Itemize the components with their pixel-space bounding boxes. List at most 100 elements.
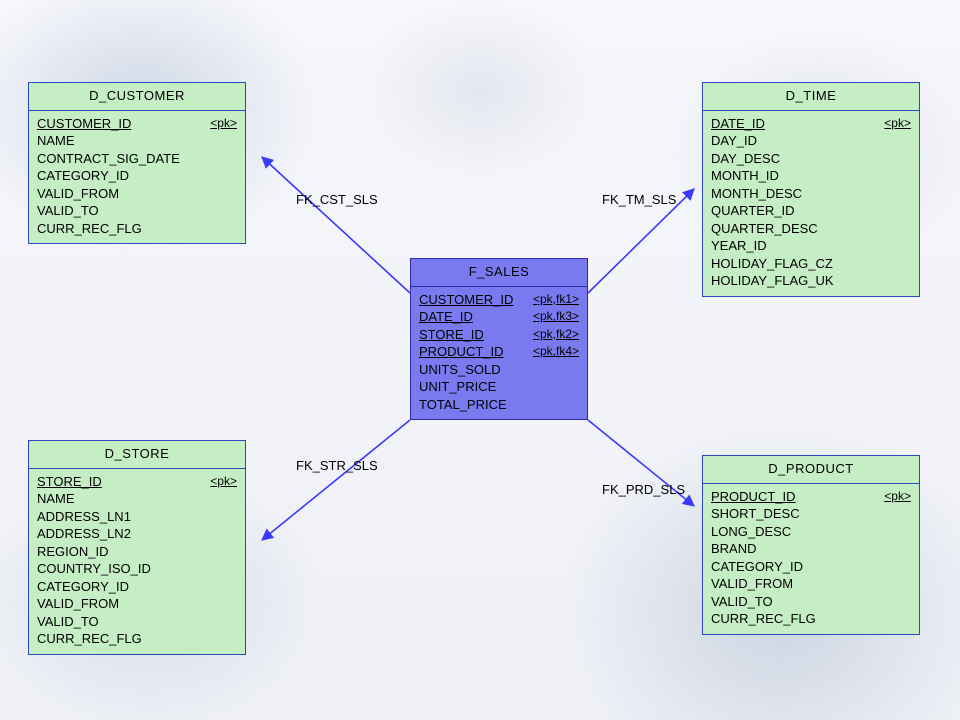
column-key: <pk> (884, 488, 911, 506)
table-body: DATE_ID<pk>DAY_IDDAY_DESCMONTH_IDMONTH_D… (703, 111, 919, 296)
table-row: ADDRESS_LN2 (37, 525, 237, 543)
column-name: STORE_ID (37, 473, 102, 491)
column-name: UNIT_PRICE (419, 378, 496, 396)
table-row: STORE_ID <pk> (37, 473, 237, 491)
table-title: D_STORE (29, 441, 245, 469)
column-name: PRODUCT_ID (419, 343, 504, 361)
column-key: <pk> (884, 115, 911, 133)
table-body: STORE_ID<pk>NAMEADDRESS_LN1ADDRESS_LN2RE… (29, 469, 245, 654)
column-name: ADDRESS_LN2 (37, 525, 131, 543)
table-row: MONTH_DESC (711, 185, 911, 203)
column-name: BRAND (711, 540, 757, 558)
table-time: D_TIMEDATE_ID<pk>DAY_IDDAY_DESCMONTH_IDM… (702, 82, 920, 297)
column-key: <pk,fk3> (533, 308, 579, 326)
column-name: DAY_ID (711, 132, 757, 150)
fk-label: FK_CST_SLS (296, 192, 378, 207)
table-row: STORE_ID <pk,fk2> (419, 326, 579, 344)
table-row: VALID_TO (37, 613, 237, 631)
column-name: VALID_FROM (37, 185, 119, 203)
column-name: NAME (37, 132, 75, 150)
table-product: D_PRODUCTPRODUCT_ID<pk>SHORT_DESCLONG_DE… (702, 455, 920, 635)
fk-label: FK_STR_SLS (296, 458, 378, 473)
table-row: CATEGORY_ID (711, 558, 911, 576)
table-row: UNITS_SOLD (419, 361, 579, 379)
column-name: HOLIDAY_FLAG_UK (711, 272, 834, 290)
column-name: MONTH_ID (711, 167, 779, 185)
column-name: CATEGORY_ID (711, 558, 803, 576)
table-row: HOLIDAY_FLAG_CZ (711, 255, 911, 273)
table-row: YEAR_ID (711, 237, 911, 255)
table-row: DATE_ID<pk> (711, 115, 911, 133)
column-name: QUARTER_DESC (711, 220, 818, 238)
table-body: CUSTOMER_ID <pk> NAMECONTRACT_SIG_DATECATE… (29, 111, 245, 244)
table-row: CURR_REC_FLG (711, 610, 911, 628)
column-name: CURR_REC_FLG (37, 630, 142, 648)
column-name: YEAR_ID (711, 237, 767, 255)
column-key: <pk,fk2> (533, 326, 579, 344)
column-name: VALID_TO (37, 202, 99, 220)
column-name: STORE_ID (419, 326, 484, 344)
table-row: CUSTOMER_ID <pk> (37, 115, 237, 133)
column-key: <pk> (210, 115, 237, 133)
table-row: CUSTOMER_ID <pk,fk1> (419, 291, 579, 309)
table-row: UNIT_PRICE (419, 378, 579, 396)
table-row: NAME (37, 132, 237, 150)
column-name: CURR_REC_FLG (37, 220, 142, 238)
column-name: REGION_ID (37, 543, 109, 561)
table-row: MONTH_ID (711, 167, 911, 185)
table-row: CURR_REC_FLG (37, 220, 237, 238)
table-row: VALID_FROM (711, 575, 911, 593)
column-name: VALID_TO (37, 613, 99, 631)
column-key: <pk> (210, 473, 237, 491)
table-row: CURR_REC_FLG (37, 630, 237, 648)
table-row: VALID_FROM (37, 595, 237, 613)
table-body: PRODUCT_ID <pk> SHORT_DESCLONG_DESCBRANDCA… (703, 484, 919, 634)
table-row: VALID_TO (711, 593, 911, 611)
table-title: D_CUSTOMER (29, 83, 245, 111)
table-row: QUARTER_DESC (711, 220, 911, 238)
column-name: LONG_DESC (711, 523, 791, 541)
column-name: CATEGORY_ID (37, 578, 129, 596)
table-title: F_SALES (411, 259, 587, 287)
table-title: D_TIME (703, 83, 919, 111)
table-row: ADDRESS_LN1 (37, 508, 237, 526)
table-row: VALID_FROM (37, 185, 237, 203)
fk-label: FK_TM_SLS (602, 192, 676, 207)
column-name: UNITS_SOLD (419, 361, 501, 379)
column-name: COUNTRY_ISO_ID (37, 560, 151, 578)
table-row: PRODUCT_ID <pk,fk4> (419, 343, 579, 361)
table-row: DAY_DESC (711, 150, 911, 168)
column-key: <pk,fk1> (533, 291, 579, 309)
table-row: REGION_ID (37, 543, 237, 561)
table-row: DAY_ID (711, 132, 911, 150)
column-name: ADDRESS_LN1 (37, 508, 131, 526)
column-name: VALID_TO (711, 593, 773, 611)
table-row: LONG_DESC (711, 523, 911, 541)
table-store: D_STORESTORE_ID<pk>NAMEADDRESS_LN1ADDRES… (28, 440, 246, 655)
table-row: CONTRACT_SIG_DATE (37, 150, 237, 168)
table-row: HOLIDAY_FLAG_UK (711, 272, 911, 290)
table-row: TOTAL_PRICE (419, 396, 579, 414)
column-name: DAY_DESC (711, 150, 780, 168)
table-row: CATEGORY_ID (37, 578, 237, 596)
table-row: DATE_ID<pk,fk3> (419, 308, 579, 326)
column-name: TOTAL_PRICE (419, 396, 507, 414)
column-name: PRODUCT_ID (711, 488, 796, 506)
table-sales: F_SALES CUSTOMER_ID <pk,fk1>DATE_ID<pk,fk3… (410, 258, 588, 420)
table-body: CUSTOMER_ID <pk,fk1>DATE_ID<pk,fk3>STORE_… (411, 287, 587, 420)
table-row: PRODUCT_ID <pk> (711, 488, 911, 506)
table-row: BRAND (711, 540, 911, 558)
fk-label: FK_PRD_SLS (602, 482, 685, 497)
column-name: CUSTOMER_ID (37, 115, 131, 133)
table-customer: D_CUSTOMER CUSTOMER_ID <pk> NAMECONTRACT_SI… (28, 82, 246, 244)
table-row: QUARTER_ID (711, 202, 911, 220)
table-row: CATEGORY_ID (37, 167, 237, 185)
column-name: SHORT_DESC (711, 505, 800, 523)
table-row: COUNTRY_ISO_ID (37, 560, 237, 578)
column-name: CONTRACT_SIG_DATE (37, 150, 180, 168)
table-row: VALID_TO (37, 202, 237, 220)
column-name: CUSTOMER_ID (419, 291, 513, 309)
column-name: HOLIDAY_FLAG_CZ (711, 255, 833, 273)
column-key: <pk,fk4> (533, 343, 579, 361)
column-name: QUARTER_ID (711, 202, 795, 220)
